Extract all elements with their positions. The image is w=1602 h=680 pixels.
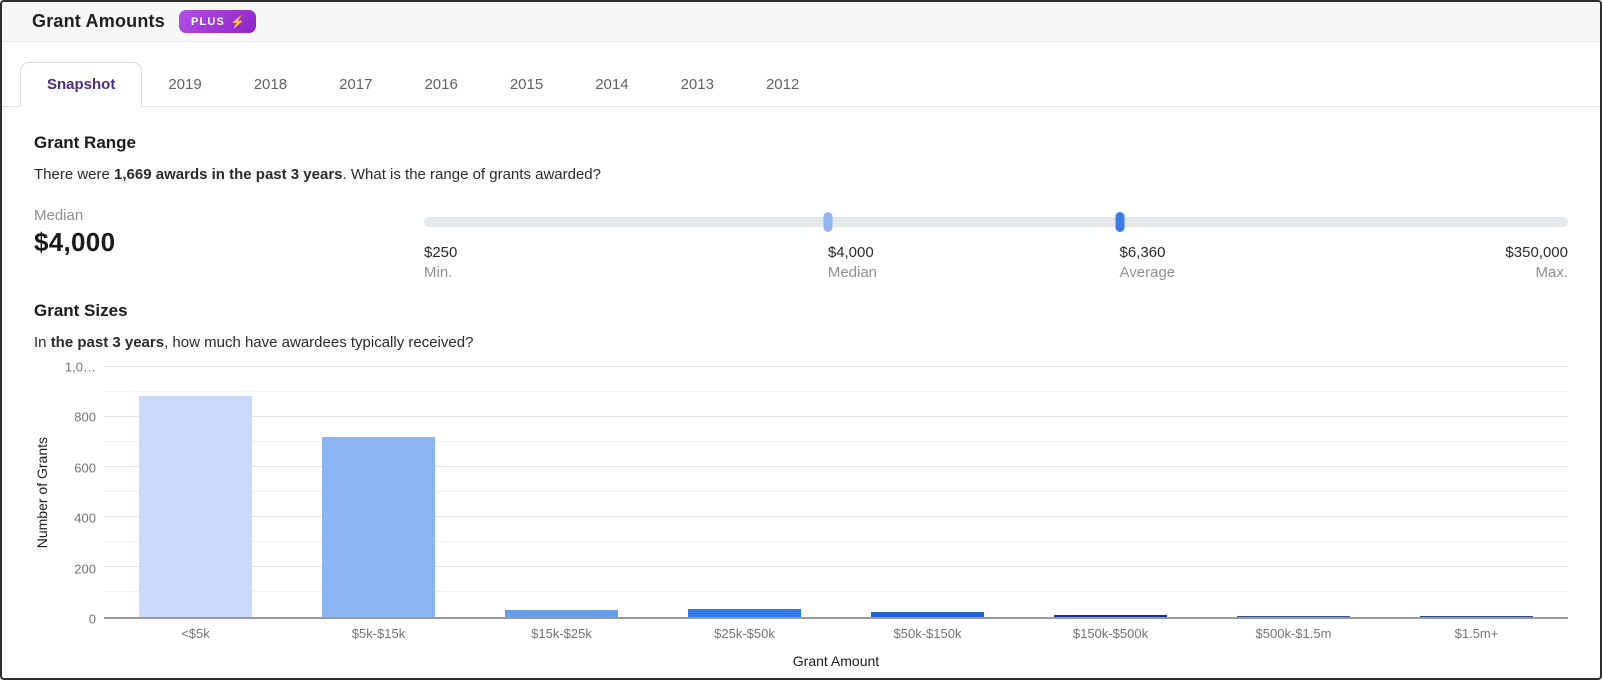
grant-sizes-heading: Grant Sizes	[34, 301, 128, 320]
tab-2013[interactable]: 2013	[680, 76, 714, 93]
bar-slot	[104, 367, 287, 617]
bar-slot	[470, 367, 653, 617]
gridline	[104, 466, 1568, 467]
tab-2014[interactable]: 2014	[595, 76, 629, 93]
y-tick-label: 1,0…	[64, 359, 96, 375]
x-tick-label: $1.5m+	[1454, 626, 1499, 641]
bar-slot	[287, 367, 470, 617]
bar-5k-15k[interactable]	[321, 437, 436, 617]
gridline	[104, 566, 1568, 567]
slider-marker-label: Max.	[1535, 263, 1568, 281]
slider-handle-median[interactable]	[823, 212, 833, 232]
tab-2016[interactable]: 2016	[424, 76, 458, 93]
page-title: Grant Amounts	[32, 11, 165, 31]
x-tick-label: $50k-$150k	[893, 626, 962, 641]
bar-slot	[1202, 367, 1385, 617]
gridline	[104, 516, 1568, 517]
slider-marker-label: Median	[827, 263, 878, 281]
slider-marker-max: $350,000 Max.	[1505, 243, 1568, 282]
gridline	[104, 441, 1568, 442]
bar-5k[interactable]	[138, 395, 253, 617]
slider-marker-label: Average	[1119, 263, 1176, 281]
year-tabbar: Snapshot 2019 2018 2017 2016 2015 2014 2013 2012	[2, 62, 1600, 107]
tab-2019[interactable]: 2019	[168, 76, 202, 93]
y-tick-label: 0	[88, 611, 96, 627]
x-tick-label: $150k-$500k	[1072, 626, 1149, 641]
tab-2018[interactable]: 2018	[253, 76, 288, 93]
grant-sizes-intro: In the past 3 years, how much have award…	[34, 334, 474, 351]
x-tick-label: $25k-$50k	[714, 626, 775, 641]
median-stat: Median $4,000	[34, 207, 424, 275]
bar-slot	[1385, 367, 1568, 617]
slider-marker-value: $250	[424, 244, 458, 261]
gridline	[104, 491, 1568, 492]
slider-marker-value: $6,360	[1119, 244, 1166, 261]
gridline	[104, 416, 1568, 417]
grant-range-slider: $250 Min. $4,000 Median $6,360 Average $350,00…	[424, 209, 1568, 281]
x-tick-label: $15k-$25k	[531, 626, 592, 641]
tab-2017[interactable]: 2017	[339, 76, 373, 93]
slider-track[interactable]	[424, 217, 1568, 227]
bar-1-5m[interactable]	[1419, 615, 1534, 617]
x-tick-label: $500k-$1.5m	[1255, 626, 1332, 641]
slider-handle-average[interactable]	[1115, 212, 1125, 232]
bar-25k-50k[interactable]	[687, 609, 802, 617]
bar-50k-150k[interactable]	[870, 612, 985, 617]
y-tick-label: 600	[74, 460, 96, 476]
x-tick-label: $5k-$15k	[351, 626, 406, 641]
gridline	[104, 591, 1568, 592]
bar-500k-1-5m[interactable]	[1236, 615, 1351, 617]
chart-plot-area	[104, 366, 1568, 619]
y-axis-labels: 0 200 400 600 800 1,0…	[52, 360, 104, 627]
x-axis-title: Grant Amount	[792, 653, 880, 669]
tab-2015[interactable]: 2015	[509, 76, 544, 93]
median-stat-label: Median	[34, 207, 84, 224]
x-axis-labels: <$5k $5k-$15k $15k-$25k $25k-$50k $50k-$150k…	[104, 626, 1568, 641]
gridline	[104, 366, 1568, 367]
y-tick-label: 400	[74, 510, 96, 526]
plus-badge-label: PLUS	[190, 16, 226, 28]
tab-snapshot[interactable]: Snapshot	[20, 62, 143, 107]
slider-marker-value: $350,000	[1505, 244, 1568, 261]
panel-header: Grant Amounts PLUS ⚡	[2, 2, 1600, 42]
slider-marker-value: $4,000	[827, 244, 874, 261]
slider-marker-label: Min.	[424, 263, 453, 281]
bar-150k-500k[interactable]	[1053, 615, 1168, 617]
bar-slot	[653, 367, 836, 617]
gridline	[104, 541, 1568, 542]
bar-15k-25k[interactable]	[504, 610, 619, 617]
y-axis-title: Number of Grants	[34, 437, 50, 549]
bar-series	[104, 367, 1568, 617]
median-stat-value: $4,000	[34, 227, 116, 257]
y-tick-label: 200	[74, 561, 96, 577]
slider-marker-average: $6,360 Average	[1120, 243, 1176, 282]
tab-2012[interactable]: 2012	[765, 76, 800, 93]
grant-range-heading: Grant Range	[34, 133, 137, 152]
bar-slot	[836, 367, 1019, 617]
grant-range-intro: There were 1,669 awards in the past 3 ye…	[34, 166, 601, 183]
gridline	[104, 391, 1568, 392]
bar-slot	[1019, 367, 1202, 617]
lightning-bolt-icon: ⚡	[230, 15, 247, 29]
grant-sizes-chart: Number of Grants 0 200 400 600 800 1,0… <$5k $…	[34, 360, 1568, 669]
y-tick-label: 800	[74, 409, 96, 425]
slider-marker-min: $250 Min.	[424, 243, 457, 282]
slider-marker-median: $4,000 Median	[828, 243, 877, 282]
plus-badge: PLUS ⚡	[178, 10, 257, 33]
x-tick-label: <$5k	[181, 626, 210, 641]
